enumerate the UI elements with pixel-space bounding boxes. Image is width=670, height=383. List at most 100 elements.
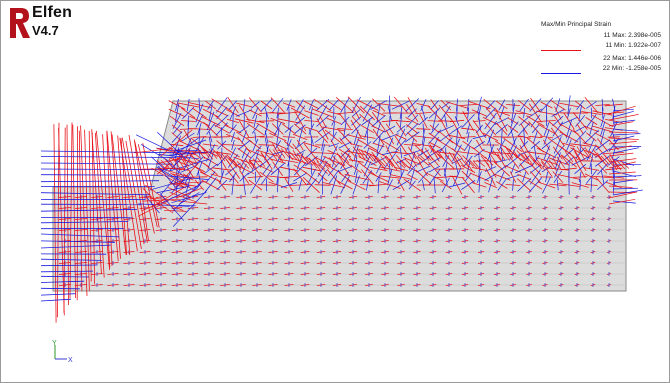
- strain-vector-red: [110, 131, 121, 259]
- strain-vector-blue: [520, 141, 529, 149]
- strain-vector-blue: [259, 155, 274, 167]
- strain-vector-blue: [541, 141, 552, 149]
- strain-vector-blue: [530, 114, 541, 128]
- strain-vector-blue: [410, 138, 415, 152]
- strain-vector-blue: [183, 151, 193, 171]
- strain-vector-blue: [554, 152, 561, 170]
- strain-vector-red: [134, 148, 174, 154]
- strain-vector-blue: [484, 120, 497, 138]
- strain-vector-red: [428, 145, 438, 158]
- strain-vector-blue: [319, 156, 326, 166]
- strain-vector-blue: [318, 105, 328, 121]
- strain-vector-blue: [340, 97, 350, 113]
- strain-vector-blue: [403, 149, 421, 157]
- strain-vector-blue: [589, 122, 594, 136]
- strain-vector-blue: [340, 148, 350, 158]
- strain-vector-blue: [264, 130, 269, 144]
- strain-vector-blue: [229, 171, 237, 183]
- strain-vector-blue: [420, 99, 427, 111]
- strain-vector-red: [117, 135, 128, 255]
- strain-vector-red: [596, 152, 606, 164]
- strain-vector-red: [608, 161, 636, 169]
- strain-vector-blue: [366, 179, 369, 191]
- strain-vector-blue: [40, 275, 89, 278]
- strain-vector-blue: [530, 141, 541, 149]
- strain-vector-red: [516, 150, 526, 160]
- strain-vector-blue: [371, 115, 386, 127]
- strain-vector-red: [552, 158, 562, 170]
- strain-vector-blue: [254, 131, 257, 143]
- strain-vector-red: [340, 152, 350, 164]
- strain-vector-red: [196, 148, 206, 159]
- strain-vector-blue: [243, 99, 246, 111]
- strain-vector-blue: [576, 100, 585, 110]
- strain-vector-blue: [376, 135, 381, 155]
- strain-vector-blue: [387, 168, 393, 186]
- strain-vector-red: [528, 154, 538, 166]
- strain-vector-red: [376, 157, 386, 167]
- strain-vector-blue: [361, 116, 374, 126]
- strain-vector-blue: [187, 120, 190, 138]
- strain-vector-blue: [338, 141, 352, 149]
- strain-vector-red: [560, 154, 570, 166]
- strain-vector-red: [332, 156, 342, 165]
- strain-vector-blue: [489, 153, 493, 169]
- strain-vector-red: [316, 161, 326, 170]
- strain-vector-blue: [40, 298, 72, 302]
- strain-vector-red: [608, 141, 637, 145]
- strain-vector-red: [608, 131, 639, 134]
- strain-vector-red: [134, 141, 155, 234]
- strain-vector-blue: [543, 122, 550, 136]
- strain-vector-blue: [40, 221, 129, 224]
- strain-vector-blue: [341, 171, 349, 183]
- strain-vector-blue: [172, 182, 201, 212]
- strain-vector-blue: [40, 150, 182, 154]
- strain-vector-blue: [316, 115, 329, 127]
- strain-vector-blue: [276, 177, 279, 193]
- strain-vector-blue: [430, 123, 440, 135]
- strain-vector-blue: [314, 131, 331, 143]
- legend-entry-label: 22 Max: 1.446e-006: [603, 55, 661, 62]
- strain-vector-blue: [298, 179, 302, 191]
- strain-vector-blue: [264, 106, 269, 120]
- strain-vector-blue: [158, 154, 200, 160]
- strain-vector-blue: [475, 124, 483, 134]
- strain-vector-blue: [351, 96, 361, 114]
- strain-vector-blue: [295, 105, 306, 121]
- strain-vector-red: [58, 128, 65, 316]
- strain-vector-red: [248, 159, 258, 170]
- strain-vector-blue: [542, 176, 552, 194]
- strain-vector-red: [125, 140, 145, 245]
- strain-vector-red: [156, 147, 181, 155]
- strain-vector-blue: [352, 109, 361, 117]
- strain-vector-blue: [507, 121, 519, 137]
- strain-vector-blue: [396, 125, 406, 133]
- legend-entry-label: 11 Max: 2.398e-005: [603, 32, 661, 39]
- strain-vector-blue: [530, 169, 541, 185]
- strain-vector-blue: [273, 153, 283, 169]
- strain-vector-red: [66, 124, 69, 306]
- app-version: V4.7: [32, 23, 59, 38]
- strain-vector-blue: [151, 156, 167, 172]
- strain-vector-red: [380, 156, 390, 168]
- strain-vector-blue: [320, 144, 325, 162]
- strain-vector-red: [216, 150, 226, 162]
- strain-vector-blue: [208, 104, 213, 122]
- strain-vector-red: [504, 145, 514, 159]
- strain-vector-blue: [40, 287, 80, 290]
- strain-vector-red: [356, 147, 366, 160]
- strain-vector-blue: [331, 116, 337, 126]
- strain-vector-blue: [551, 145, 565, 161]
- strain-vector-blue: [399, 106, 403, 120]
- strain-vector-red: [536, 159, 546, 171]
- strain-vector-blue: [197, 122, 202, 136]
- strain-vector-red: [328, 157, 338, 168]
- strain-vector-blue: [273, 122, 282, 136]
- strain-vector-red: [472, 160, 482, 171]
- strain-vector-blue: [364, 155, 371, 167]
- strain-vector-blue: [270, 162, 285, 176]
- strain-vector-blue: [296, 152, 304, 170]
- strain-vector-red: [180, 154, 190, 167]
- strain-vector-red: [176, 156, 186, 170]
